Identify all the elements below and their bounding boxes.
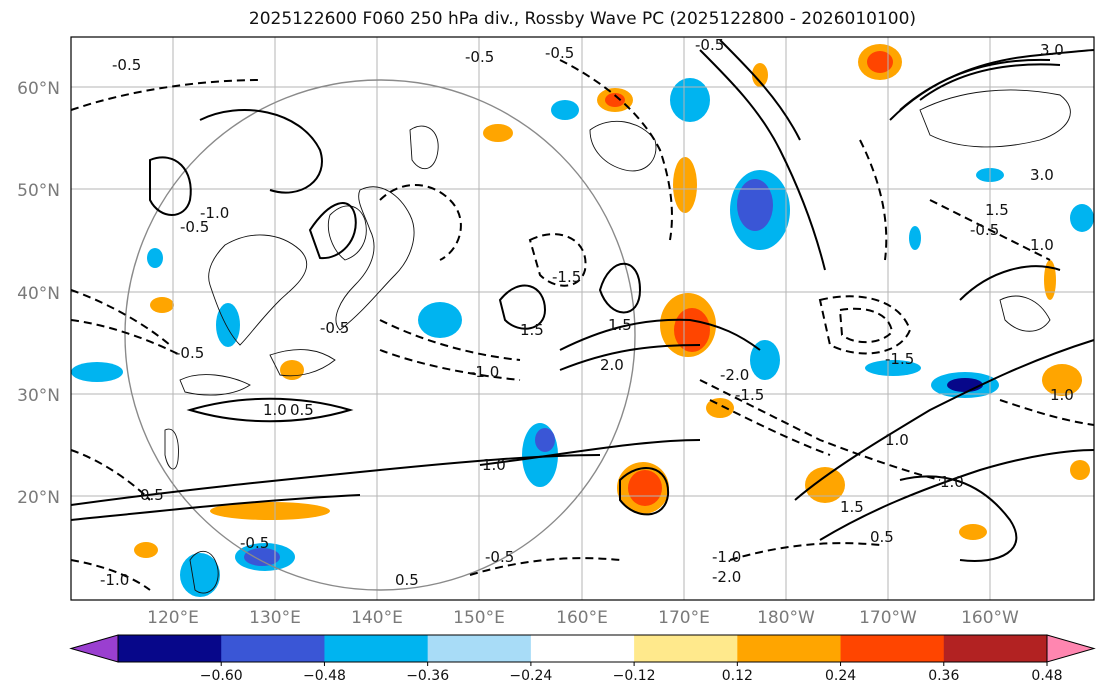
lon-label: 170°E: [658, 608, 710, 628]
contour-label: -2.0: [720, 366, 749, 384]
contour-label: -0.5: [175, 344, 204, 362]
colorbar-segment: [943, 635, 1048, 662]
contour-label: 1.0: [482, 456, 506, 474]
lon-label: 130°E: [249, 608, 301, 628]
plot-frame: [70, 36, 1095, 601]
contour-label: 1.0: [1050, 386, 1074, 404]
contour-label: -1.0: [100, 571, 129, 589]
contour-label: -2.0: [712, 568, 741, 586]
lon-label: 140°E: [351, 608, 403, 628]
contour-label: -1.0: [470, 363, 499, 381]
contour-label: 1.0: [940, 473, 964, 491]
contour-label: 1.0: [263, 401, 287, 419]
contour-label: -1.5: [735, 386, 764, 404]
colorbar-segment: [840, 635, 945, 662]
contour-label: -0.5: [240, 534, 269, 552]
colorbar-frame: [117, 634, 1048, 663]
contour-label: 1.5: [520, 321, 544, 339]
plot-area: 2.0 1.5 1.0 -0.5 -0.5 3.0 3.0 -2.0 -2.0 …: [70, 36, 1095, 601]
lat-label: 20°N: [17, 488, 60, 508]
colorbar-extend-max: [1046, 634, 1096, 663]
contour-label: 3.0: [1040, 41, 1064, 59]
contour-label: -0.5: [970, 221, 999, 239]
contour-label: 1.5: [840, 498, 864, 516]
contour-label: -1.0: [200, 204, 229, 222]
contour-label: -1.5: [552, 268, 581, 286]
contour-label: -0.5: [180, 218, 209, 236]
lat-label: 30°N: [17, 386, 60, 406]
map-title: 2025122600 F060 250 hPa div., Rossby Wav…: [248, 9, 917, 29]
contour-label: -1.0: [712, 548, 741, 566]
solid-contours: [70, 39, 1095, 562]
lon-label: 180°W: [757, 608, 815, 628]
colorbar-tick-label: −0.24: [509, 668, 552, 684]
colorbar-tick-label: 0.12: [722, 668, 753, 684]
lat-label: 50°N: [17, 181, 60, 201]
contour-label: 0.5: [870, 528, 894, 546]
colorbar-tick-label: 0.48: [1031, 668, 1062, 684]
lon-label: 170°W: [859, 608, 917, 628]
radius-circle: [124, 79, 636, 591]
contour-label: 1.0: [1030, 236, 1054, 254]
contour-label: 0.5: [290, 401, 314, 419]
contour-label: -0.5: [545, 44, 574, 62]
contour-label: 1.0: [885, 431, 909, 449]
coastlines: [164, 89, 1071, 594]
colorbar-segment: [221, 635, 325, 662]
lat-label: 40°N: [17, 284, 60, 304]
contour-label: -0.5: [485, 548, 514, 566]
dashed-contours: [70, 59, 1095, 591]
contour-label: 1.5: [608, 316, 632, 334]
latitude-labels: 60°N 50°N 40°N 30°N 20°N: [17, 79, 60, 508]
contour-label: 3.0: [1030, 166, 1054, 184]
contour-labels: 2.0 1.5 1.0 -0.5 -0.5 3.0 3.0 -2.0 -2.0 …: [100, 36, 1074, 589]
colorbar-segment: [118, 635, 222, 662]
colorbar-tick-label: −0.60: [200, 668, 243, 684]
contour-label: -1.5: [885, 350, 914, 368]
colorbar-tick-label: −0.48: [303, 668, 346, 684]
lon-label: 160°W: [961, 608, 1019, 628]
contour-label: -0.5: [465, 48, 494, 66]
colorbar-tick-label: −0.12: [613, 668, 656, 684]
contour-label: 0.5: [140, 486, 164, 504]
colorbar-segment: [737, 635, 842, 662]
colorbar-segment: [634, 635, 738, 662]
contour-label: 0.5: [395, 571, 419, 589]
contour-label: 2.0: [600, 356, 624, 374]
colorbar-tick-label: 0.24: [825, 668, 856, 684]
divergence-shading: [71, 44, 1094, 597]
contour-label: -0.5: [320, 319, 349, 337]
colorbar: −0.60 −0.48 −0.36 −0.24 −0.12 0.12 0.24 0.36 0.4…: [69, 634, 1096, 684]
longitude-labels: 120°E 130°E 140°E 150°E 160°E 170°E 180°…: [147, 608, 1019, 628]
contour-label: -0.5: [695, 36, 724, 54]
colorbar-tick-label: 0.36: [928, 668, 959, 684]
lon-label: 160°E: [556, 608, 608, 628]
colorbar-tick-label: −0.36: [406, 668, 449, 684]
contour-label: 1.5: [985, 201, 1009, 219]
colorbar-segment: [530, 635, 635, 662]
lon-label: 120°E: [147, 608, 199, 628]
colorbar-extend-min: [69, 634, 119, 663]
lat-label: 60°N: [17, 79, 60, 99]
lon-label: 150°E: [453, 608, 505, 628]
colorbar-segment: [324, 635, 429, 662]
contour-label: -0.5: [112, 56, 141, 74]
graticule: [71, 37, 1094, 600]
colorbar-segment: [427, 635, 532, 662]
